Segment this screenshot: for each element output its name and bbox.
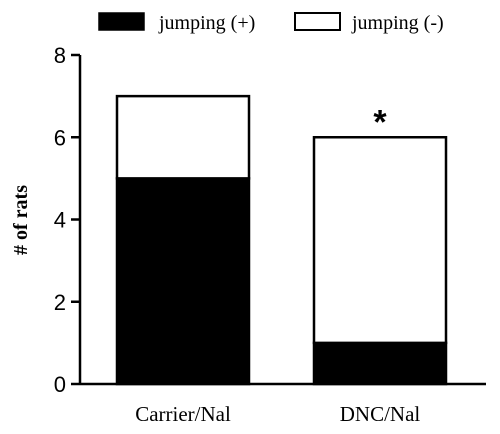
y-tick-label: 6: [54, 125, 66, 150]
bar-segment-jumping-minus-2: [312, 136, 448, 345]
bar-segment-jumping-plus-2: [312, 341, 448, 386]
x-tick-label: Carrier/Nal: [135, 402, 231, 426]
y-tick-label: 0: [54, 372, 66, 397]
significance-asterisk: *: [373, 103, 387, 141]
y-tick-label: 4: [54, 208, 66, 233]
legend-label-jumping-minus: jumping (-): [351, 12, 444, 34]
bar-segment-jumping-plus-1: [115, 177, 251, 386]
y-tick-label: 8: [54, 43, 66, 68]
legend: jumping (+) jumping (-): [98, 12, 444, 34]
y-axis-label: # of rats: [10, 185, 32, 255]
legend-swatch-jumping-plus: [98, 12, 145, 31]
x-tick-label: DNC/Nal: [340, 402, 421, 426]
legend-swatch-jumping-minus: [294, 12, 341, 31]
plot-area: 0 2 4 6 8 Carrier/Nal DNC/Nal *: [54, 43, 486, 426]
legend-label-jumping-plus: jumping (+): [158, 12, 255, 34]
y-tick-label: 2: [54, 290, 66, 315]
bar-segment-jumping-minus-1: [115, 94, 251, 180]
